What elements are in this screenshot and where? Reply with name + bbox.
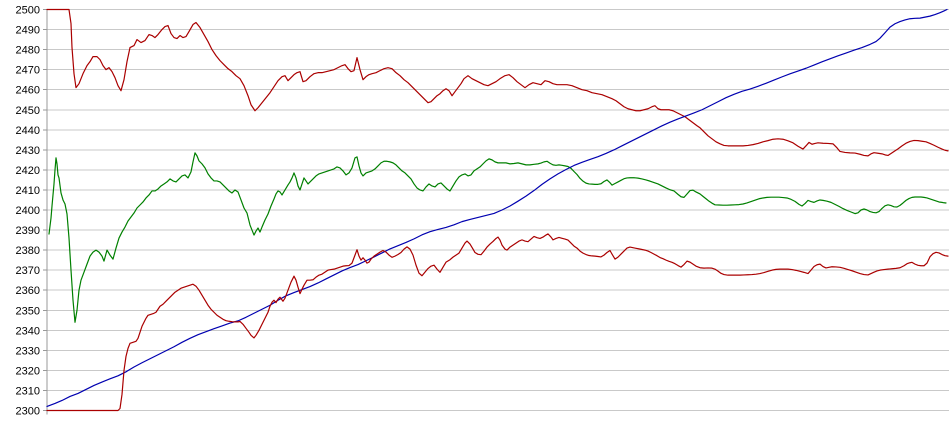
series-line-trend-blue xyxy=(46,8,948,408)
y-axis-tick-label: 2310 xyxy=(16,385,40,397)
gridlines xyxy=(47,9,949,411)
series-line-upper-red xyxy=(46,8,949,157)
y-axis-tick-label: 2330 xyxy=(16,345,40,357)
series-line-lower-red xyxy=(46,233,949,412)
y-axis-tick-label: 2320 xyxy=(16,365,40,377)
series-trend-blue xyxy=(46,8,948,408)
series-line-middle-green xyxy=(48,152,947,323)
y-axis-tick-label: 2460 xyxy=(16,85,40,97)
series-upper-red xyxy=(46,8,949,157)
y-axis-tick-label: 2340 xyxy=(16,325,40,337)
y-axis-labels: 2500 2490 2480 2470 2460 2450 2440 2430 2420 2410… xyxy=(16,5,40,418)
y-axis-tick-label: 2480 xyxy=(16,45,40,57)
y-axis-tick-label: 2450 xyxy=(16,105,40,117)
y-axis-tick-label: 2350 xyxy=(16,305,40,317)
y-axis-tick-label: 2410 xyxy=(16,185,40,197)
series-lower-red xyxy=(46,233,949,412)
y-axis-tick-label: 2500 xyxy=(16,5,40,17)
y-axis-tick-label: 2490 xyxy=(16,25,40,37)
y-axis-tick-label: 2360 xyxy=(16,285,40,297)
y-axis-tick-label: 2390 xyxy=(16,225,40,237)
y-axis xyxy=(43,9,48,415)
y-axis-tick-label: 2370 xyxy=(16,265,40,277)
y-axis-tick-label: 2470 xyxy=(16,65,40,77)
y-axis-tick-label: 2380 xyxy=(16,245,40,257)
y-axis-tick-label: 2300 xyxy=(16,406,40,418)
y-axis-tick-label: 2400 xyxy=(16,205,40,217)
y-axis-tick-label: 2420 xyxy=(16,165,40,177)
y-axis-tick-label: 2430 xyxy=(16,145,40,157)
y-axis-tick-label: 2440 xyxy=(16,125,40,137)
series-middle-green xyxy=(48,152,947,323)
